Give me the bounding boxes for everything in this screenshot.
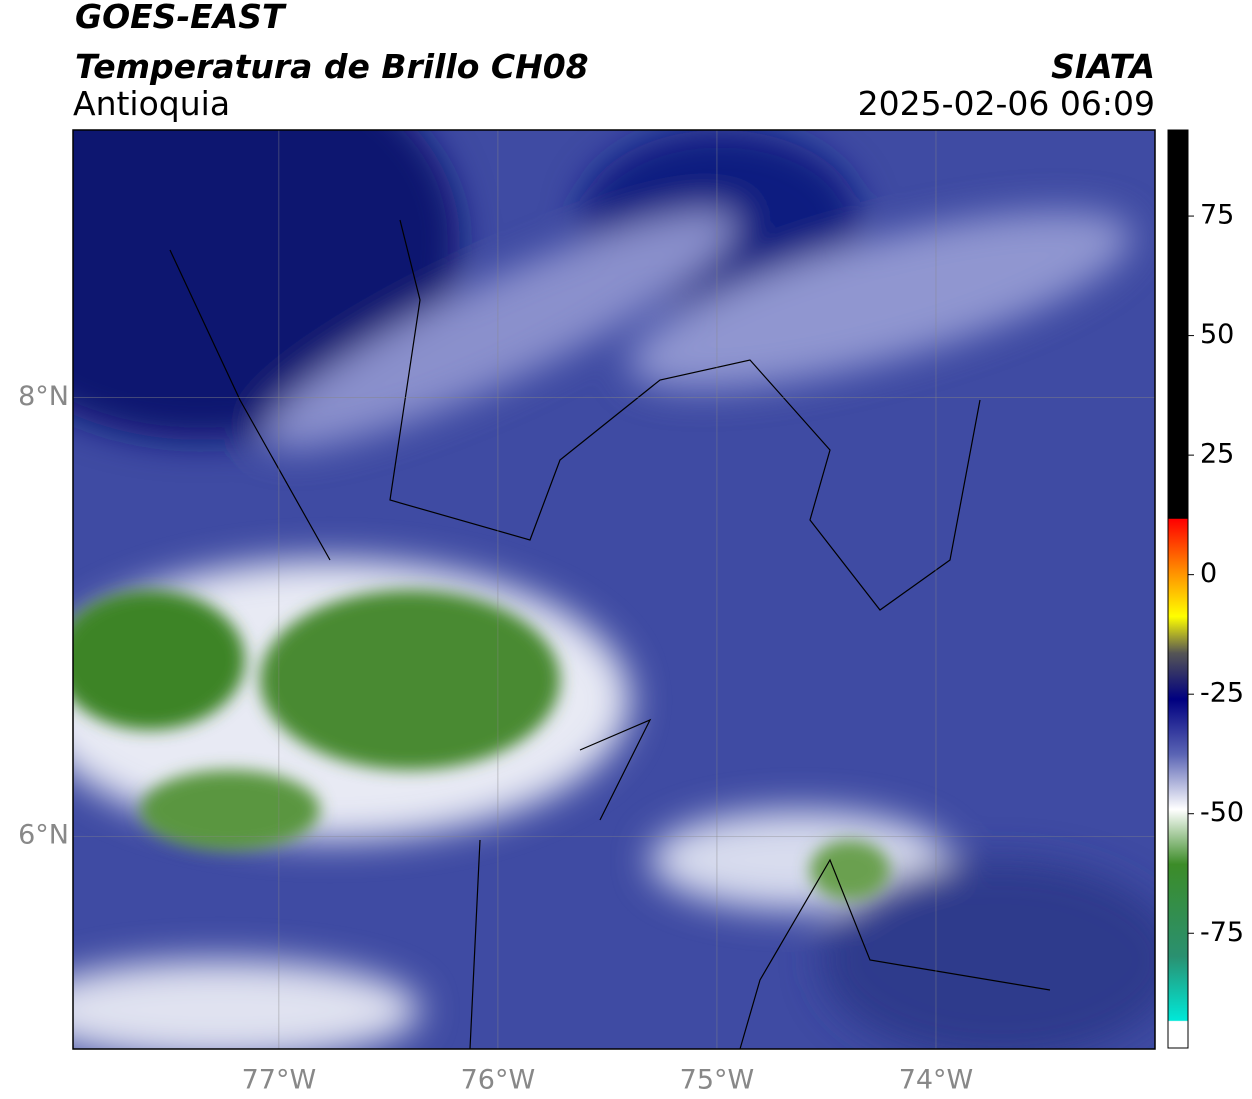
colorbar (1167, 129, 1189, 1049)
region: Antioquia (73, 84, 230, 123)
colorbar-label: 25 (1200, 439, 1234, 470)
lat-label: 8°N (18, 381, 69, 412)
colorbar-label: 0 (1200, 558, 1217, 589)
colorbar-label: -50 (1200, 797, 1244, 828)
lon-label: 76°W (461, 1065, 536, 1096)
lon-label: 74°W (899, 1065, 974, 1096)
satellite-image (73, 130, 1155, 1049)
map-frame (72, 129, 1156, 1050)
colorbar-label: 50 (1200, 319, 1234, 350)
lon-label: 75°W (680, 1065, 755, 1096)
source: SIATA (1051, 47, 1155, 86)
subtitle: Temperatura de Brillo CH08 (75, 47, 589, 86)
colorbar-label: 75 (1200, 200, 1234, 231)
title: GOES-EAST (75, 0, 287, 36)
colorbar-label: -25 (1200, 678, 1244, 709)
lon-label: 77°W (242, 1065, 317, 1096)
datetime: 2025-02-06 06:09 (858, 84, 1155, 123)
colorbar-label: -75 (1200, 917, 1244, 948)
lat-label: 6°N (18, 820, 69, 851)
